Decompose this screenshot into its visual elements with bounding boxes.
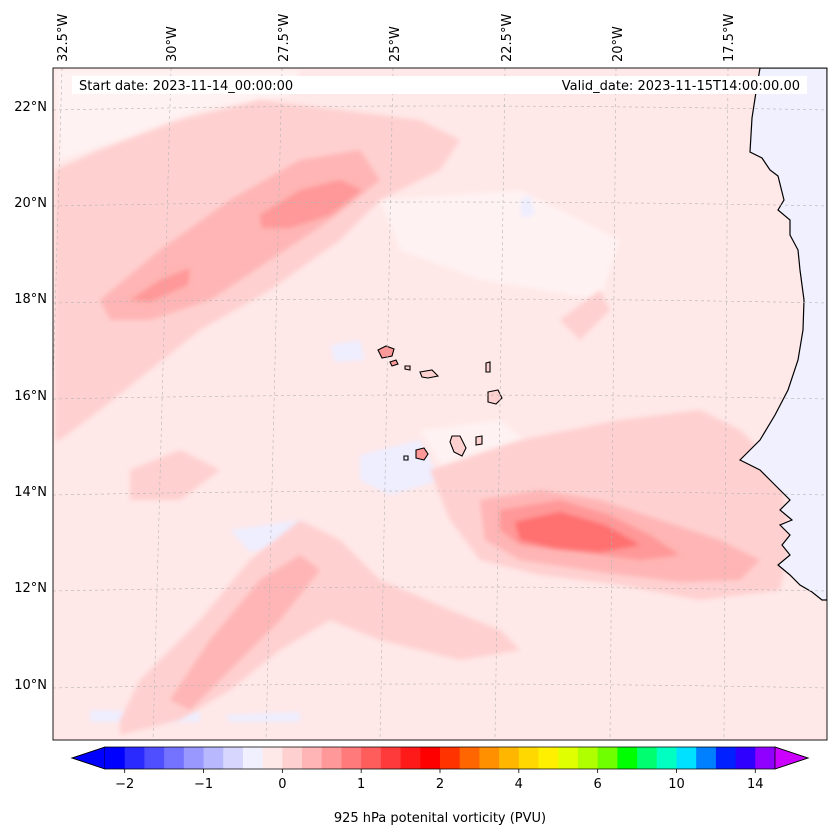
colorbar-swatch [479,747,500,769]
colorbar-tick-label: 1 [357,777,365,792]
lon-label: 32.5°W [56,14,71,62]
colorbar-swatch [577,747,599,769]
colorbar-swatch [105,747,126,769]
colorbar-tick-label: −2 [115,777,134,792]
colorbar-swatch [321,747,342,769]
pv-contour-1 [100,150,760,710]
colorbar-swatch [183,747,204,769]
colorbar-swatch [282,747,303,769]
west-africa-land [738,68,827,601]
lat-label: 16°N [14,389,47,404]
lat-label: 14°N [14,485,47,500]
lat-label: 20°N [14,196,47,211]
colorbar-swatch [558,747,579,769]
lon-label: 30°W [165,26,180,62]
colorbar-swatch [637,747,658,769]
lat-label: 12°N [14,581,47,596]
colorbar-swatch [223,747,244,769]
colorbar-swatch [715,747,736,769]
colorbar-tick-label: 6 [594,777,602,792]
map-frame [52,67,828,741]
colorbar-swatch [676,747,697,769]
colorbar-swatch [538,747,559,769]
colorbar-swatch [735,747,756,769]
colorbar-swatch [124,747,145,769]
colorbar-swatch [203,747,224,769]
colorbar: −2 −1 0 1 2 4 6 10 14 925 hPa potenital vorticit… [70,746,810,826]
colorbar-swatch [144,747,165,769]
colorbar-swatch [262,747,283,769]
colorbar-swatch [617,747,638,769]
pv-field [53,68,827,740]
latitude-labels: 22°N 20°N 18°N 16°N 14°N 12°N 10°N [14,100,47,693]
colorbar-swatch [164,747,185,769]
colorbar-swatch [440,747,461,769]
colorbar-swatch [361,747,382,769]
colorbar-tick-label: 14 [747,777,764,792]
lat-label: 18°N [14,292,47,307]
cape-verde-islands [377,345,503,461]
colorbar-swatch [380,747,401,769]
colorbar-extend-high [774,746,810,770]
colorbar-swatch [696,747,717,769]
colorbar-extend-low [70,746,106,770]
lat-label: 10°N [14,678,47,693]
colorbar-swatch [755,747,776,769]
lon-label: 17.5°W [722,14,737,62]
colorbar-swatch [242,747,264,769]
colorbar-tick-label: −1 [194,777,213,792]
colorbar-swatch [459,747,480,769]
lon-label: 25°W [388,26,403,62]
colorbar-tick-label: 4 [515,777,523,792]
pv-contour-near-zero [55,70,620,520]
colorbar-swatch [420,747,441,769]
info-banner [72,76,807,94]
colorbar-tick-label: 0 [278,777,286,792]
lon-label: 27.5°W [277,14,292,62]
colorbar-swatch [597,747,618,769]
colorbar-swatch [302,747,323,769]
colorbar-tick-label: 2 [436,777,444,792]
colorbar-tick-label: 10 [668,777,685,792]
colorbar-outline [70,746,810,770]
colorbar-swatch [518,747,539,769]
graticule [53,68,827,740]
colorbar-swatch [656,747,677,769]
colorbar-label: 925 hPa potenital vorticity (PVU) [334,811,546,826]
lat-label: 22°N [14,100,47,115]
colorbar-swatch [341,747,362,769]
start-date-text: Start date: 2023-11-14_00:00:00 [79,79,293,94]
colorbar-swatch [400,747,421,769]
lon-label: 20°W [611,26,626,62]
longitude-labels: 32.5°W 30°W 27.5°W 25°W 22.5°W 20°W 17.5… [56,14,737,62]
lon-label: 22.5°W [500,14,515,62]
valid-date-text: Valid_date: 2023-11-15T14:00:00.00 [562,79,800,94]
pv-contour-2 [515,512,640,552]
colorbar-swatch [499,747,520,769]
